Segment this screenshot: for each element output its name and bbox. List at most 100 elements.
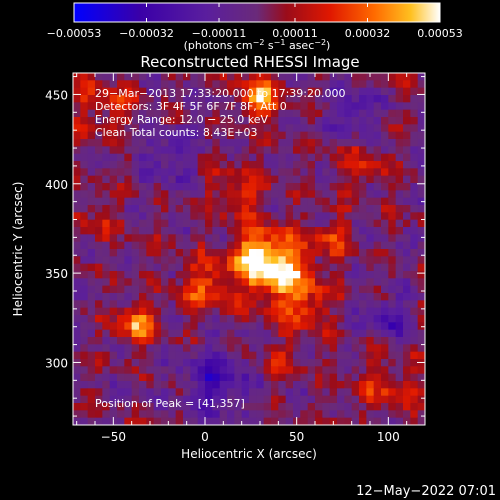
heatmap-pixel xyxy=(329,322,338,331)
heatmap-pixel xyxy=(315,205,323,213)
heatmap-pixel xyxy=(234,410,243,419)
heatmap-pixel xyxy=(337,403,345,411)
heatmap-pixel xyxy=(241,241,250,250)
heatmap-pixel xyxy=(205,373,213,382)
heatmap-pixel xyxy=(322,271,331,279)
heatmap-pixel xyxy=(410,278,419,287)
heatmap-pixel xyxy=(117,87,125,96)
heatmap-pixel xyxy=(205,344,213,353)
heatmap-pixel xyxy=(256,80,265,89)
heatmap-pixel xyxy=(271,219,279,228)
heatmap-pixel xyxy=(417,373,425,382)
heatmap-pixel xyxy=(293,109,301,118)
heatmap-pixel xyxy=(263,256,272,265)
heatmap-pixel xyxy=(344,109,353,118)
heatmap-pixel xyxy=(300,131,309,140)
heatmap-pixel xyxy=(219,410,228,419)
heatmap-pixel xyxy=(351,366,360,375)
heatmap-pixel xyxy=(388,366,397,375)
heatmap-pixel xyxy=(263,366,272,375)
heatmap-pixel xyxy=(293,190,301,199)
heatmap-pixel xyxy=(205,205,213,213)
heatmap-pixel xyxy=(95,329,103,338)
heatmap-pixel xyxy=(175,161,184,169)
heatmap-pixel xyxy=(175,351,184,360)
heatmap-pixel xyxy=(256,315,265,323)
heatmap-pixel xyxy=(315,373,323,382)
heatmap-pixel xyxy=(73,410,81,419)
heatmap-pixel xyxy=(293,227,301,235)
heatmap-pixel xyxy=(410,87,419,96)
heatmap-pixel xyxy=(117,300,125,309)
heatmap-pixel xyxy=(359,395,367,404)
heatmap-pixel xyxy=(212,219,221,228)
heatmap-pixel xyxy=(190,197,199,206)
heatmap-pixel xyxy=(241,381,250,389)
heatmap-pixel xyxy=(168,381,177,389)
heatmap-pixel xyxy=(410,381,419,389)
heatmap-pixel xyxy=(410,241,419,250)
heatmap-pixel xyxy=(175,359,184,367)
heatmap-pixel xyxy=(227,168,235,177)
heatmap-pixel xyxy=(271,344,279,353)
heatmap-pixel xyxy=(329,337,338,345)
heatmap-pixel xyxy=(337,300,345,309)
heatmap-pixel xyxy=(307,366,316,375)
heatmap-pixel xyxy=(73,307,81,316)
heatmap-pixel xyxy=(234,205,243,213)
heatmap-pixel xyxy=(190,117,199,125)
heatmap-pixel xyxy=(205,95,213,103)
heatmap-pixel xyxy=(153,183,162,191)
heatmap-pixel xyxy=(271,381,279,389)
heatmap-pixel xyxy=(146,183,155,191)
heatmap-pixel xyxy=(417,124,425,133)
heatmap-pixel xyxy=(212,73,221,81)
heatmap-pixel xyxy=(109,285,118,294)
heatmap-pixel xyxy=(234,168,243,177)
heatmap-pixel xyxy=(263,293,272,301)
heatmap-pixel xyxy=(95,219,103,228)
heatmap-pixel xyxy=(359,241,367,250)
heatmap-pixel xyxy=(271,329,279,338)
heatmap-pixel xyxy=(351,263,360,272)
heatmap-pixel xyxy=(359,329,367,338)
heatmap-pixel xyxy=(249,190,257,199)
heatmap-pixel xyxy=(139,344,147,353)
heatmap-pixel xyxy=(87,388,96,397)
heatmap-pixel xyxy=(183,109,191,118)
heatmap-pixel xyxy=(117,315,125,323)
y-tick-label: 350 xyxy=(45,267,68,281)
heatmap-pixel xyxy=(351,168,360,177)
heatmap-pixel xyxy=(307,329,316,338)
heatmap-pixel xyxy=(249,161,257,169)
heatmap-pixel xyxy=(271,293,279,301)
heatmap-pixel xyxy=(395,322,404,331)
heatmap-pixel xyxy=(95,161,103,169)
heatmap-pixel xyxy=(263,168,272,177)
heatmap-pixel xyxy=(102,161,111,169)
heatmap-pixel xyxy=(117,263,125,272)
heatmap-pixel xyxy=(417,300,425,309)
heatmap-pixel xyxy=(139,315,147,323)
heatmap-pixel xyxy=(285,102,294,111)
heatmap-pixel xyxy=(322,395,331,404)
heatmap-pixel xyxy=(109,249,118,257)
heatmap-pixel xyxy=(344,146,353,155)
heatmap-pixel xyxy=(227,381,235,389)
heatmap-pixel xyxy=(153,263,162,272)
heatmap-pixel xyxy=(183,161,191,169)
heatmap-pixel xyxy=(388,337,397,345)
heatmap-pixel xyxy=(109,293,118,301)
heatmap-pixel xyxy=(95,87,103,96)
heatmap-pixel xyxy=(109,366,118,375)
colorbar-units: (photons cm−2 s−1 asec−2) xyxy=(184,38,331,52)
heatmap-pixel xyxy=(190,153,199,162)
heatmap-pixel xyxy=(373,322,382,331)
heatmap-pixel xyxy=(117,131,125,140)
heatmap-pixel xyxy=(366,403,375,411)
heatmap-pixel xyxy=(227,234,235,243)
heatmap-pixel xyxy=(205,117,213,125)
heatmap-pixel xyxy=(234,388,243,397)
heatmap-pixel xyxy=(205,124,213,133)
heatmap-pixel xyxy=(293,293,301,301)
